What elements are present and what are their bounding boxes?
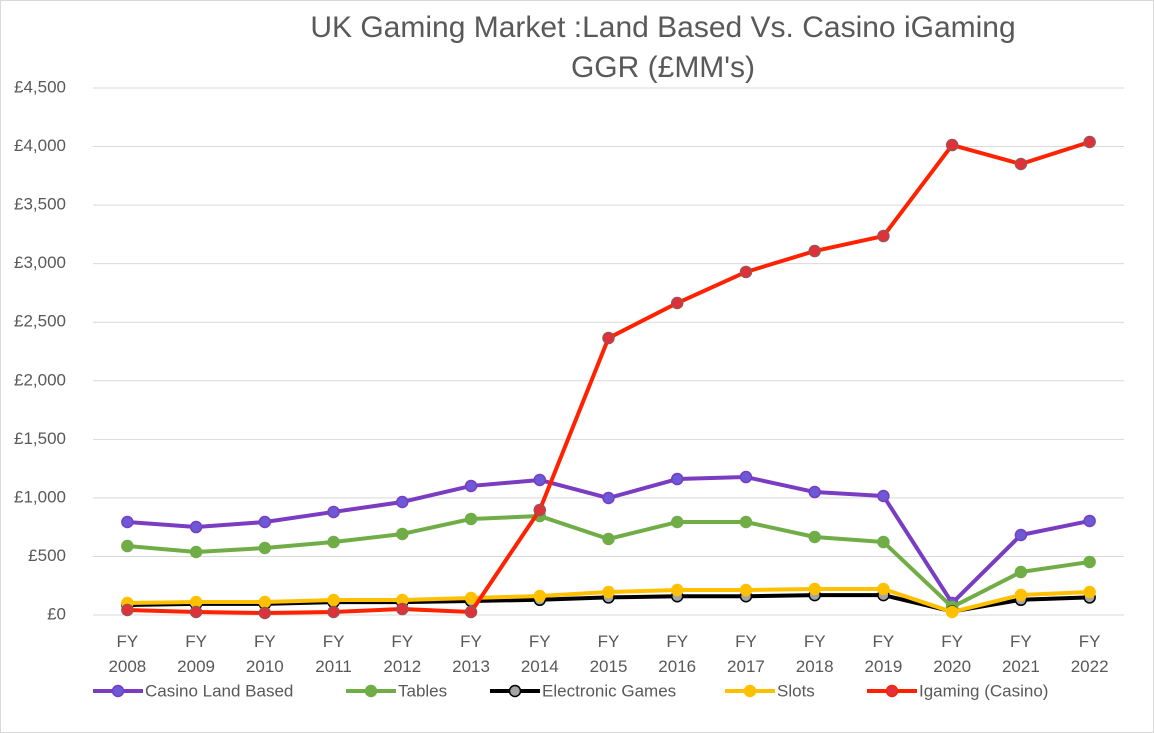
y-tick-label: £4,000: [14, 136, 66, 155]
point: [739, 470, 753, 484]
y-tick-label: £3,500: [14, 195, 66, 214]
point: [533, 503, 547, 517]
point: [1014, 588, 1028, 602]
point: [877, 535, 890, 549]
x-tick-label: FY 2017: [727, 632, 765, 676]
point: [189, 605, 203, 619]
x-tick-label: FY 2015: [589, 632, 628, 676]
chart-title: UK Gaming Market :Land Based Vs. Casino …: [310, 11, 1016, 84]
point: [396, 527, 409, 541]
point: [396, 602, 409, 616]
y-tick-label: £1,000: [14, 487, 66, 506]
x-tick-label: FY 2021: [1001, 632, 1040, 676]
point: [945, 605, 959, 619]
x-tick-label: FY 2019: [864, 632, 903, 676]
point: [602, 491, 615, 505]
x-tick-label: FY 2014: [520, 632, 559, 676]
legend-label: Electronic Games: [542, 681, 676, 700]
x-tick-label: FY 2012: [383, 632, 422, 676]
point: [808, 244, 821, 258]
legend-marker: [364, 684, 378, 698]
legend-marker: [508, 684, 522, 698]
legend-label: Igaming (Casino): [919, 681, 1048, 700]
point: [877, 489, 890, 503]
point: [533, 589, 547, 603]
y-tick-label: £0: [47, 604, 66, 623]
x-tick-label: FY 2009: [177, 632, 215, 676]
point: [258, 515, 272, 529]
x-tick-label: FY 2018: [795, 632, 834, 676]
y-tick-label: £4,500: [14, 77, 66, 96]
point: [602, 331, 615, 345]
x-tick-label: FY 2022: [1070, 632, 1109, 676]
point: [670, 515, 684, 529]
point: [121, 603, 134, 617]
x-tick-label: FY 2011: [315, 632, 352, 676]
point: [1014, 565, 1028, 579]
point: [1083, 585, 1096, 599]
point: [670, 296, 684, 310]
legend-label: Tables: [398, 681, 447, 700]
point: [670, 472, 684, 486]
point: [877, 229, 890, 243]
point: [327, 505, 340, 519]
legend-marker: [743, 684, 757, 698]
legend-label: Casino Land Based: [145, 681, 293, 700]
point: [327, 535, 340, 549]
point: [945, 138, 959, 152]
point: [258, 595, 272, 609]
point: [464, 479, 478, 493]
point: [327, 605, 340, 619]
y-tick-label: £1,500: [14, 429, 66, 448]
point: [808, 582, 821, 596]
point: [464, 605, 478, 619]
point: [602, 532, 615, 546]
point: [1083, 555, 1096, 569]
point: [739, 583, 753, 597]
point: [670, 583, 684, 597]
point: [1014, 528, 1028, 542]
point: [189, 520, 203, 534]
legend-marker: [111, 684, 125, 698]
legend-label: Slots: [777, 681, 815, 700]
point: [189, 545, 203, 559]
point: [464, 591, 478, 605]
x-tick-label: FY 2010: [245, 632, 284, 676]
point: [1083, 135, 1096, 149]
point: [533, 473, 547, 487]
y-tick-label: £2,000: [14, 370, 66, 389]
point: [396, 495, 409, 509]
legend-marker: [885, 684, 899, 698]
x-tick-label: FY 2008: [108, 632, 147, 676]
point: [121, 539, 134, 553]
point: [1083, 514, 1096, 528]
x-tick-label: FY 2020: [933, 632, 972, 676]
point: [1014, 157, 1028, 171]
y-tick-label: £500: [28, 546, 66, 565]
point: [739, 265, 753, 279]
point: [327, 593, 340, 607]
point: [808, 530, 821, 544]
y-tick-label: £3,000: [14, 253, 66, 272]
x-tick-label: FY 2016: [658, 632, 697, 676]
point: [121, 515, 134, 529]
y-tick-label: £2,500: [14, 312, 66, 331]
point: [602, 585, 615, 599]
point: [258, 541, 272, 555]
point: [808, 485, 821, 499]
point: [258, 606, 272, 620]
point: [464, 512, 478, 526]
point: [739, 515, 753, 529]
x-tick-label: FY 2013: [452, 632, 490, 676]
point: [877, 582, 890, 596]
